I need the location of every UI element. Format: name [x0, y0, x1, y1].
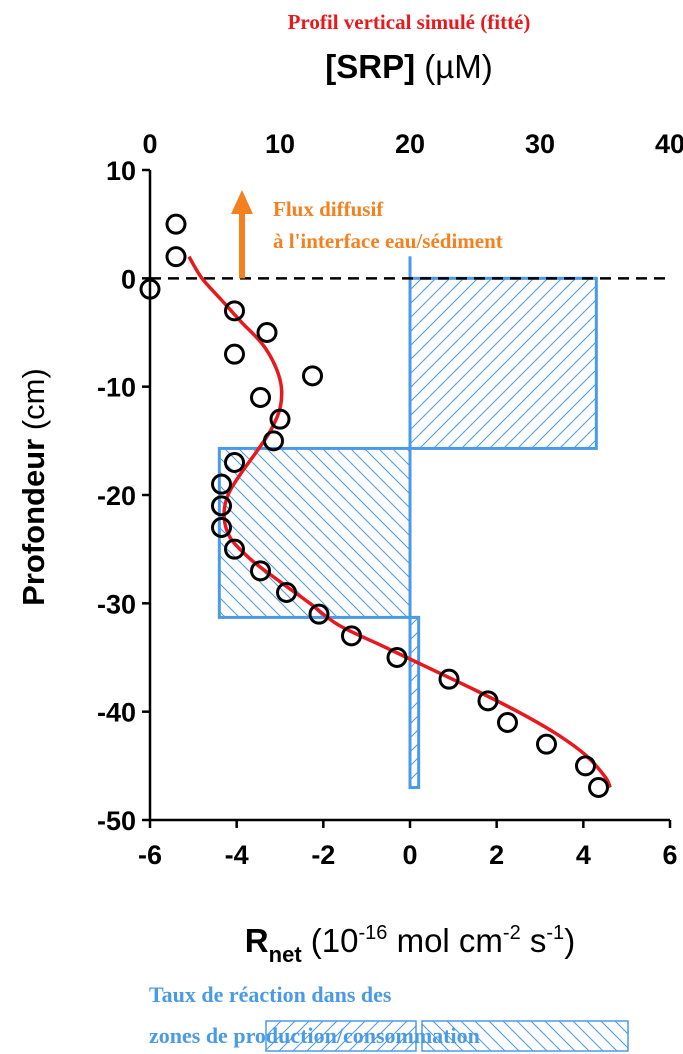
data-point: [211, 517, 232, 538]
top-tick-label: 10: [265, 129, 295, 159]
top-axis-title-main: [SRP]: [325, 48, 415, 85]
data-point: [211, 473, 232, 495]
footer-word-production: production: [233, 1023, 337, 1048]
data-point: [497, 712, 518, 733]
rate-zone-bar: [217, 446, 412, 619]
flux-annotation-line1: Flux diffusif: [273, 197, 384, 221]
data-point: [477, 690, 499, 712]
top-tick-label: 30: [525, 129, 555, 159]
y-tick-label: -50: [97, 806, 136, 836]
bottom-axis-title-exp-b: -2: [503, 922, 521, 944]
y-tick-label: -30: [97, 589, 136, 619]
data-point: [386, 647, 408, 668]
bottom-axis-title-end: ): [564, 922, 575, 959]
data-point: [165, 246, 187, 268]
bottom-tick-label: -6: [138, 840, 162, 870]
rate-zone-bar: [408, 615, 421, 790]
footer-box-production: [265, 1020, 417, 1052]
data-point: [250, 560, 271, 582]
axes: 100-10-20-30-40-50-6 -4 -2 0 2 4 60 10 20 30 40: [97, 129, 683, 870]
bottom-axis-title: Rnet (10-16 mol cm-2 s-1): [245, 922, 575, 967]
data-point: [536, 733, 557, 755]
footer-box-consommation: [421, 1020, 629, 1052]
y-tick-label: 10: [106, 156, 136, 186]
y-tick-label: 0: [121, 264, 136, 294]
bottom-axis-title-exp-c: -1: [546, 922, 564, 944]
top-axis-title-unit: (µM): [415, 48, 493, 85]
y-axis-title-main: Profondeur: [16, 439, 51, 606]
data-point: [211, 495, 232, 517]
bottom-tick-label: -2: [311, 840, 335, 870]
measured-points: [139, 213, 609, 798]
bottom-tick-label: -4: [225, 840, 249, 870]
rate-zones: [217, 256, 598, 790]
footer-separator: /: [336, 1023, 344, 1048]
data-point: [224, 452, 245, 473]
y-axis-title-unit: (cm): [16, 368, 51, 439]
data-point: [224, 538, 245, 560]
bottom-axis-title-part-b: mol cm: [387, 922, 503, 959]
data-point: [302, 365, 323, 387]
bottom-axis-title-main: R: [245, 922, 269, 959]
top-tick-label: 40: [655, 129, 683, 159]
bottom-tick-label: 6: [662, 840, 677, 870]
data-point: [256, 322, 278, 343]
y-axis-title: Profondeur (cm): [16, 368, 51, 606]
data-point: [438, 668, 460, 690]
rate-zone-bar: [408, 276, 598, 450]
fit-line: [187, 255, 612, 789]
bottom-axis-title-part-a: (10: [302, 922, 359, 959]
y-tick-label: -20: [97, 481, 136, 511]
flux-annotation-line2: à l'interface eau/sédiment: [273, 229, 503, 253]
footer-line2-text: zones de production/consommation: [149, 1023, 480, 1048]
flux-arrow: [231, 190, 253, 279]
data-point: [308, 603, 330, 625]
data-point: [575, 755, 596, 777]
data-point: [588, 777, 609, 798]
footer-line1: Taux de réaction dans des: [149, 982, 392, 1007]
bottom-tick-label: 0: [402, 840, 417, 870]
data-point: [165, 213, 187, 235]
data-point: [224, 343, 245, 365]
top-tick-label: 20: [395, 129, 425, 159]
data-point: [263, 430, 284, 452]
footer-line2-prefix: zones de: [149, 1023, 233, 1048]
data-point: [224, 300, 245, 322]
data-point: [341, 625, 362, 647]
bottom-axis-title-sub: net: [269, 942, 303, 967]
y-tick-label: -40: [97, 698, 136, 728]
top-tick-label: 0: [142, 129, 157, 159]
bottom-tick-label: 4: [576, 840, 591, 870]
data-point: [250, 387, 271, 408]
chart-subtitle: Profil vertical simulé (fitté): [288, 10, 531, 34]
footer-line2: zones de production/consommation: [149, 1020, 629, 1052]
bottom-axis-title-exp-a: -16: [359, 922, 388, 944]
footer-word-consommation: consommation: [343, 1023, 480, 1048]
bottom-tick-label: 2: [489, 840, 504, 870]
fit-curve: [187, 255, 612, 789]
data-point: [269, 408, 291, 430]
flux-arrow-head: [231, 190, 253, 214]
data-point: [139, 278, 161, 300]
top-axis-title: [SRP] (µM): [325, 48, 493, 85]
data-point: [276, 582, 297, 603]
y-tick-label: -10: [97, 373, 136, 403]
bottom-axis-title-part-c: s: [521, 922, 547, 959]
